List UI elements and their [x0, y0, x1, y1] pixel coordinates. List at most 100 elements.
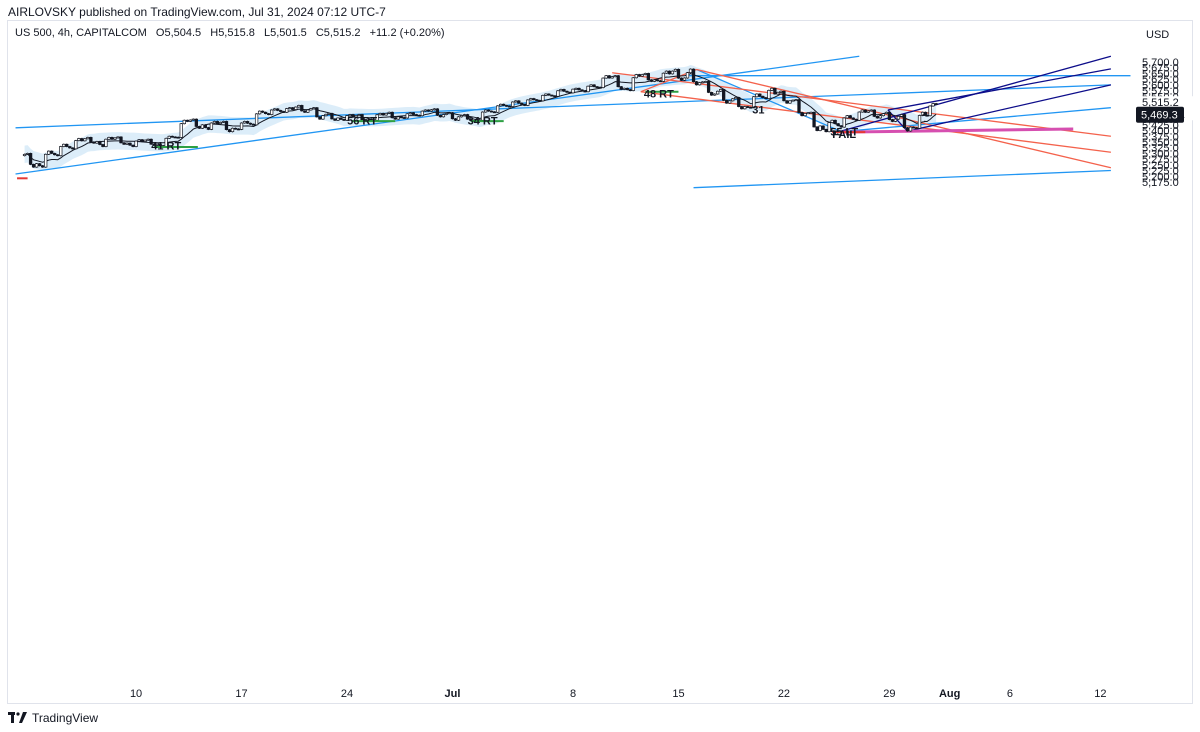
candle: [887, 111, 892, 121]
candle: [110, 136, 114, 140]
candle: [158, 143, 162, 147]
candle-body: [77, 138, 81, 141]
candle: [182, 119, 186, 125]
candle-body: [607, 75, 611, 79]
candle-body: [541, 95, 545, 102]
candle: [131, 144, 135, 148]
candle-body: [755, 93, 759, 98]
legend-low: L5,501.5: [263, 27, 307, 39]
candle: [351, 113, 355, 118]
candle: [821, 125, 825, 131]
candle: [321, 115, 325, 120]
time-tick-label: 24: [341, 688, 353, 700]
candle-body: [779, 90, 783, 93]
candle-body: [493, 111, 497, 114]
candle: [77, 137, 81, 142]
footer-logo-text: TradingView: [32, 711, 99, 725]
publisher-header: AIRLOVSKY published on TradingView.com, …: [8, 5, 386, 19]
candle: [137, 139, 141, 142]
candle-body: [583, 90, 587, 93]
candle: [420, 110, 424, 117]
candle-body: [845, 115, 849, 119]
candle: [664, 70, 669, 74]
candle: [712, 93, 717, 96]
candle-body: [22, 153, 27, 157]
candle: [613, 75, 617, 78]
candle-body: [917, 115, 922, 129]
candle-body: [685, 72, 690, 79]
candle: [562, 88, 566, 92]
price-tick-label: 5,200.0: [1142, 171, 1179, 183]
candle-body: [749, 106, 753, 109]
price-tick-label: 5,625.0: [1142, 74, 1179, 86]
candle-body: [664, 70, 669, 74]
candle-body: [459, 115, 464, 118]
candle-body: [131, 144, 135, 147]
candle-body: [737, 97, 741, 107]
annotation-label: 56 RT: [347, 116, 377, 128]
candle: [502, 103, 506, 107]
candle-body: [818, 125, 822, 131]
candle-body: [592, 84, 596, 88]
current-price-label: 5,515.2: [1142, 97, 1179, 109]
candle: [68, 145, 72, 149]
candle-body: [815, 126, 819, 131]
price-tick-label: 5,175.0: [1142, 177, 1179, 189]
candle: [925, 114, 929, 117]
candle: [827, 121, 831, 133]
candle-body: [116, 136, 120, 139]
candle-body: [146, 138, 150, 141]
candle: [34, 162, 39, 168]
candle-body: [420, 110, 424, 117]
candle: [360, 113, 364, 121]
candle: [863, 109, 867, 113]
candle: [306, 109, 310, 113]
candle-body: [279, 110, 283, 112]
candle: [526, 99, 530, 107]
candle: [209, 122, 214, 131]
candle: [212, 120, 217, 124]
candle-body: [390, 111, 394, 119]
candle: [709, 91, 714, 96]
trendline-blue-1: [15, 84, 1111, 129]
candles: [22, 68, 938, 168]
candle-body: [890, 119, 895, 122]
candle-body: [62, 143, 66, 147]
candle: [824, 128, 828, 133]
price-tick-label: 5,225.0: [1142, 166, 1179, 178]
trendline-blue-3: [838, 107, 1111, 133]
candle-body: [728, 100, 732, 104]
candle-body: [776, 91, 780, 95]
candle-body: [402, 117, 406, 119]
candle: [652, 79, 657, 83]
candle-body: [384, 113, 388, 116]
candle: [854, 118, 858, 121]
candle-body: [206, 127, 211, 130]
candle: [661, 72, 666, 83]
candle: [257, 110, 262, 115]
candle-body: [544, 93, 548, 96]
candle-body: [761, 95, 765, 98]
candle: [752, 96, 756, 109]
candle: [884, 111, 889, 115]
candle-body: [902, 114, 907, 129]
candle: [405, 113, 409, 119]
candle: [493, 111, 497, 114]
candle-body: [625, 87, 629, 90]
candle: [270, 109, 274, 116]
candle: [435, 108, 440, 116]
candle: [797, 99, 801, 114]
candle-body: [474, 118, 479, 121]
candle: [703, 80, 708, 83]
candle: [324, 113, 328, 117]
candle-body: [137, 139, 141, 142]
candle: [203, 124, 208, 129]
candle: [896, 115, 901, 120]
candle: [743, 105, 747, 110]
candle: [508, 105, 512, 108]
candle: [791, 99, 795, 102]
candle-body: [532, 98, 536, 101]
candle: [25, 152, 30, 155]
